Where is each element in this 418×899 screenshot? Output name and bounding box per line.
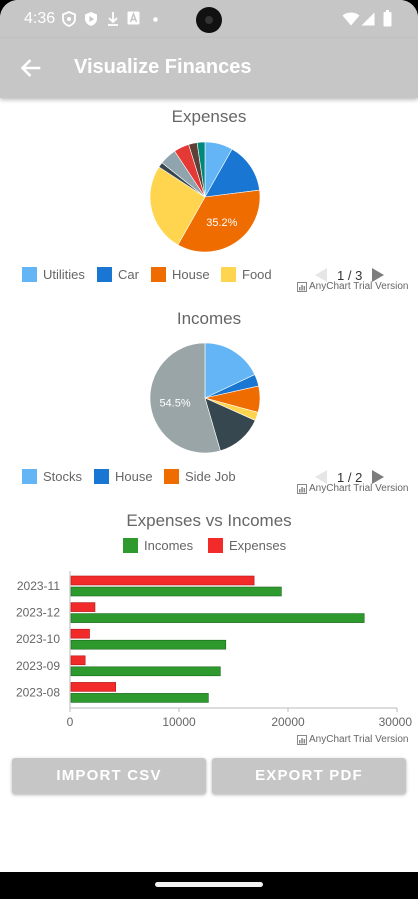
import-csv-button[interactable]: IMPORT CSV	[12, 758, 206, 794]
pie-data-label: 54.5%	[159, 397, 190, 409]
bar-expenses[interactable]	[70, 575, 255, 586]
pager-label: 1 / 2	[337, 469, 363, 485]
legend-swatch	[151, 267, 166, 282]
page-title: Visualize Finances	[74, 56, 252, 78]
bar-incomes[interactable]	[70, 586, 282, 597]
pager-label: 1 / 3	[337, 267, 363, 283]
bar-incomes[interactable]	[70, 693, 209, 703]
battery-icon	[383, 10, 392, 27]
legend-label: Car	[118, 267, 139, 282]
legend-item-house[interactable]: House	[94, 469, 153, 484]
legend-label: House	[172, 267, 210, 282]
legend-item-food[interactable]: Food	[221, 267, 272, 282]
incomes-legend-pager: 1 / 2	[313, 469, 386, 485]
legend-item-car[interactable]: Car	[97, 267, 139, 282]
trial-label: AnyChart Trial Version	[309, 734, 409, 745]
x-tick-label: 30000	[379, 715, 413, 729]
wifi-icon	[342, 12, 360, 26]
front-camera	[196, 7, 222, 33]
category-label: 2023-11	[17, 579, 60, 593]
anychart-logo-icon	[297, 483, 307, 494]
shield-icon	[62, 11, 76, 27]
legend-swatch	[164, 469, 179, 484]
legend-label: Food	[242, 267, 272, 282]
legend-swatch	[123, 538, 138, 553]
bar-incomes[interactable]	[70, 613, 365, 623]
x-tick-label: 20000	[271, 715, 305, 729]
bar-chart-title: Expenses vs Incomes	[126, 511, 292, 530]
navigation-bar	[0, 872, 418, 899]
legend-swatch	[208, 538, 223, 553]
download-icon	[108, 12, 118, 26]
prev-page-icon[interactable]	[313, 469, 329, 485]
trial-watermark: AnyChart Trial Version	[297, 734, 409, 745]
legend-label: Side Job	[185, 469, 236, 484]
pie-slice-car[interactable]	[204, 148, 260, 198]
expenses-vs-incomes-bar-chart[interactable]: 2023-11 2023-12 2023-10 2023-09 2023-08 0 1000…	[0, 565, 418, 735]
expenses-chart-title: Expenses	[171, 107, 247, 126]
incomes-chart-title: Incomes	[176, 309, 242, 328]
next-page-icon[interactable]	[370, 267, 386, 283]
trial-watermark: AnyChart Trial Version	[297, 281, 409, 292]
legend-swatch	[221, 267, 236, 282]
status-time: 4:36	[24, 10, 56, 27]
legend-item-expenses[interactable]: Expenses	[208, 538, 286, 553]
pie-slice-5[interactable]	[149, 342, 221, 454]
category-label: 2023-10	[16, 632, 60, 646]
category-label: 2023-08	[16, 685, 60, 699]
legend-label: Stocks	[43, 469, 83, 484]
x-tick-label: 10000	[162, 715, 196, 729]
bar-incomes[interactable]	[70, 666, 221, 677]
bar-expenses[interactable]	[70, 628, 90, 639]
incomes-pie-chart[interactable]: 54.5%	[144, 337, 266, 459]
status-bar: 4:36	[0, 0, 418, 38]
legend-item-utilities[interactable]: Utilities	[22, 267, 85, 282]
legend-swatch	[22, 267, 37, 282]
legend-item-incomes[interactable]: Incomes	[123, 538, 193, 553]
trial-watermark: AnyChart Trial Version	[297, 483, 409, 494]
category-label: 2023-12	[16, 606, 60, 620]
legend-swatch	[94, 469, 109, 484]
legend-item-house[interactable]: House	[151, 267, 210, 282]
pie-data-label: 35.2%	[206, 217, 237, 229]
category-label: 2023-09	[16, 659, 60, 673]
expenses-legend-pager: 1 / 3	[313, 267, 386, 283]
pie-slice-stocks[interactable]	[204, 342, 256, 399]
bar-expenses[interactable]	[70, 682, 116, 692]
legend-label: Expenses	[229, 538, 287, 553]
export-pdf-button[interactable]: EXPORT PDF	[212, 758, 406, 794]
trial-label: AnyChart Trial Version	[309, 281, 409, 292]
pie-slice-8[interactable]	[196, 141, 206, 198]
legend-swatch	[22, 469, 37, 484]
prev-page-icon[interactable]	[313, 267, 329, 283]
pie-slice-food[interactable]	[149, 166, 206, 246]
play-protect-icon	[85, 12, 97, 26]
x-tick-label: 0	[67, 715, 74, 729]
pie-slice-house[interactable]	[177, 189, 261, 253]
legend-item-stocks[interactable]: Stocks	[22, 469, 82, 484]
app-bar: Visualize Finances	[0, 38, 418, 98]
dot-icon	[153, 17, 158, 22]
legend-swatch	[97, 267, 112, 282]
home-gesture-handle[interactable]	[155, 882, 263, 887]
bar-incomes[interactable]	[70, 639, 227, 650]
anychart-logo-icon	[297, 281, 307, 292]
legend-item-side-job[interactable]: Side Job	[164, 469, 236, 484]
legend-label: Utilities	[43, 267, 85, 282]
anychart-logo-icon	[297, 734, 307, 745]
expenses-pie-chart[interactable]: 35.2%	[144, 136, 266, 258]
signal-icon	[361, 12, 375, 26]
legend-label: Incomes	[144, 538, 194, 553]
trial-label: AnyChart Trial Version	[309, 483, 409, 494]
bar-expenses[interactable]	[70, 655, 86, 666]
back-arrow-icon[interactable]	[14, 52, 46, 84]
bar-expenses[interactable]	[70, 602, 96, 612]
next-page-icon[interactable]	[370, 469, 386, 485]
legend-label: House	[115, 469, 153, 484]
app-notification-icon	[127, 11, 140, 25]
